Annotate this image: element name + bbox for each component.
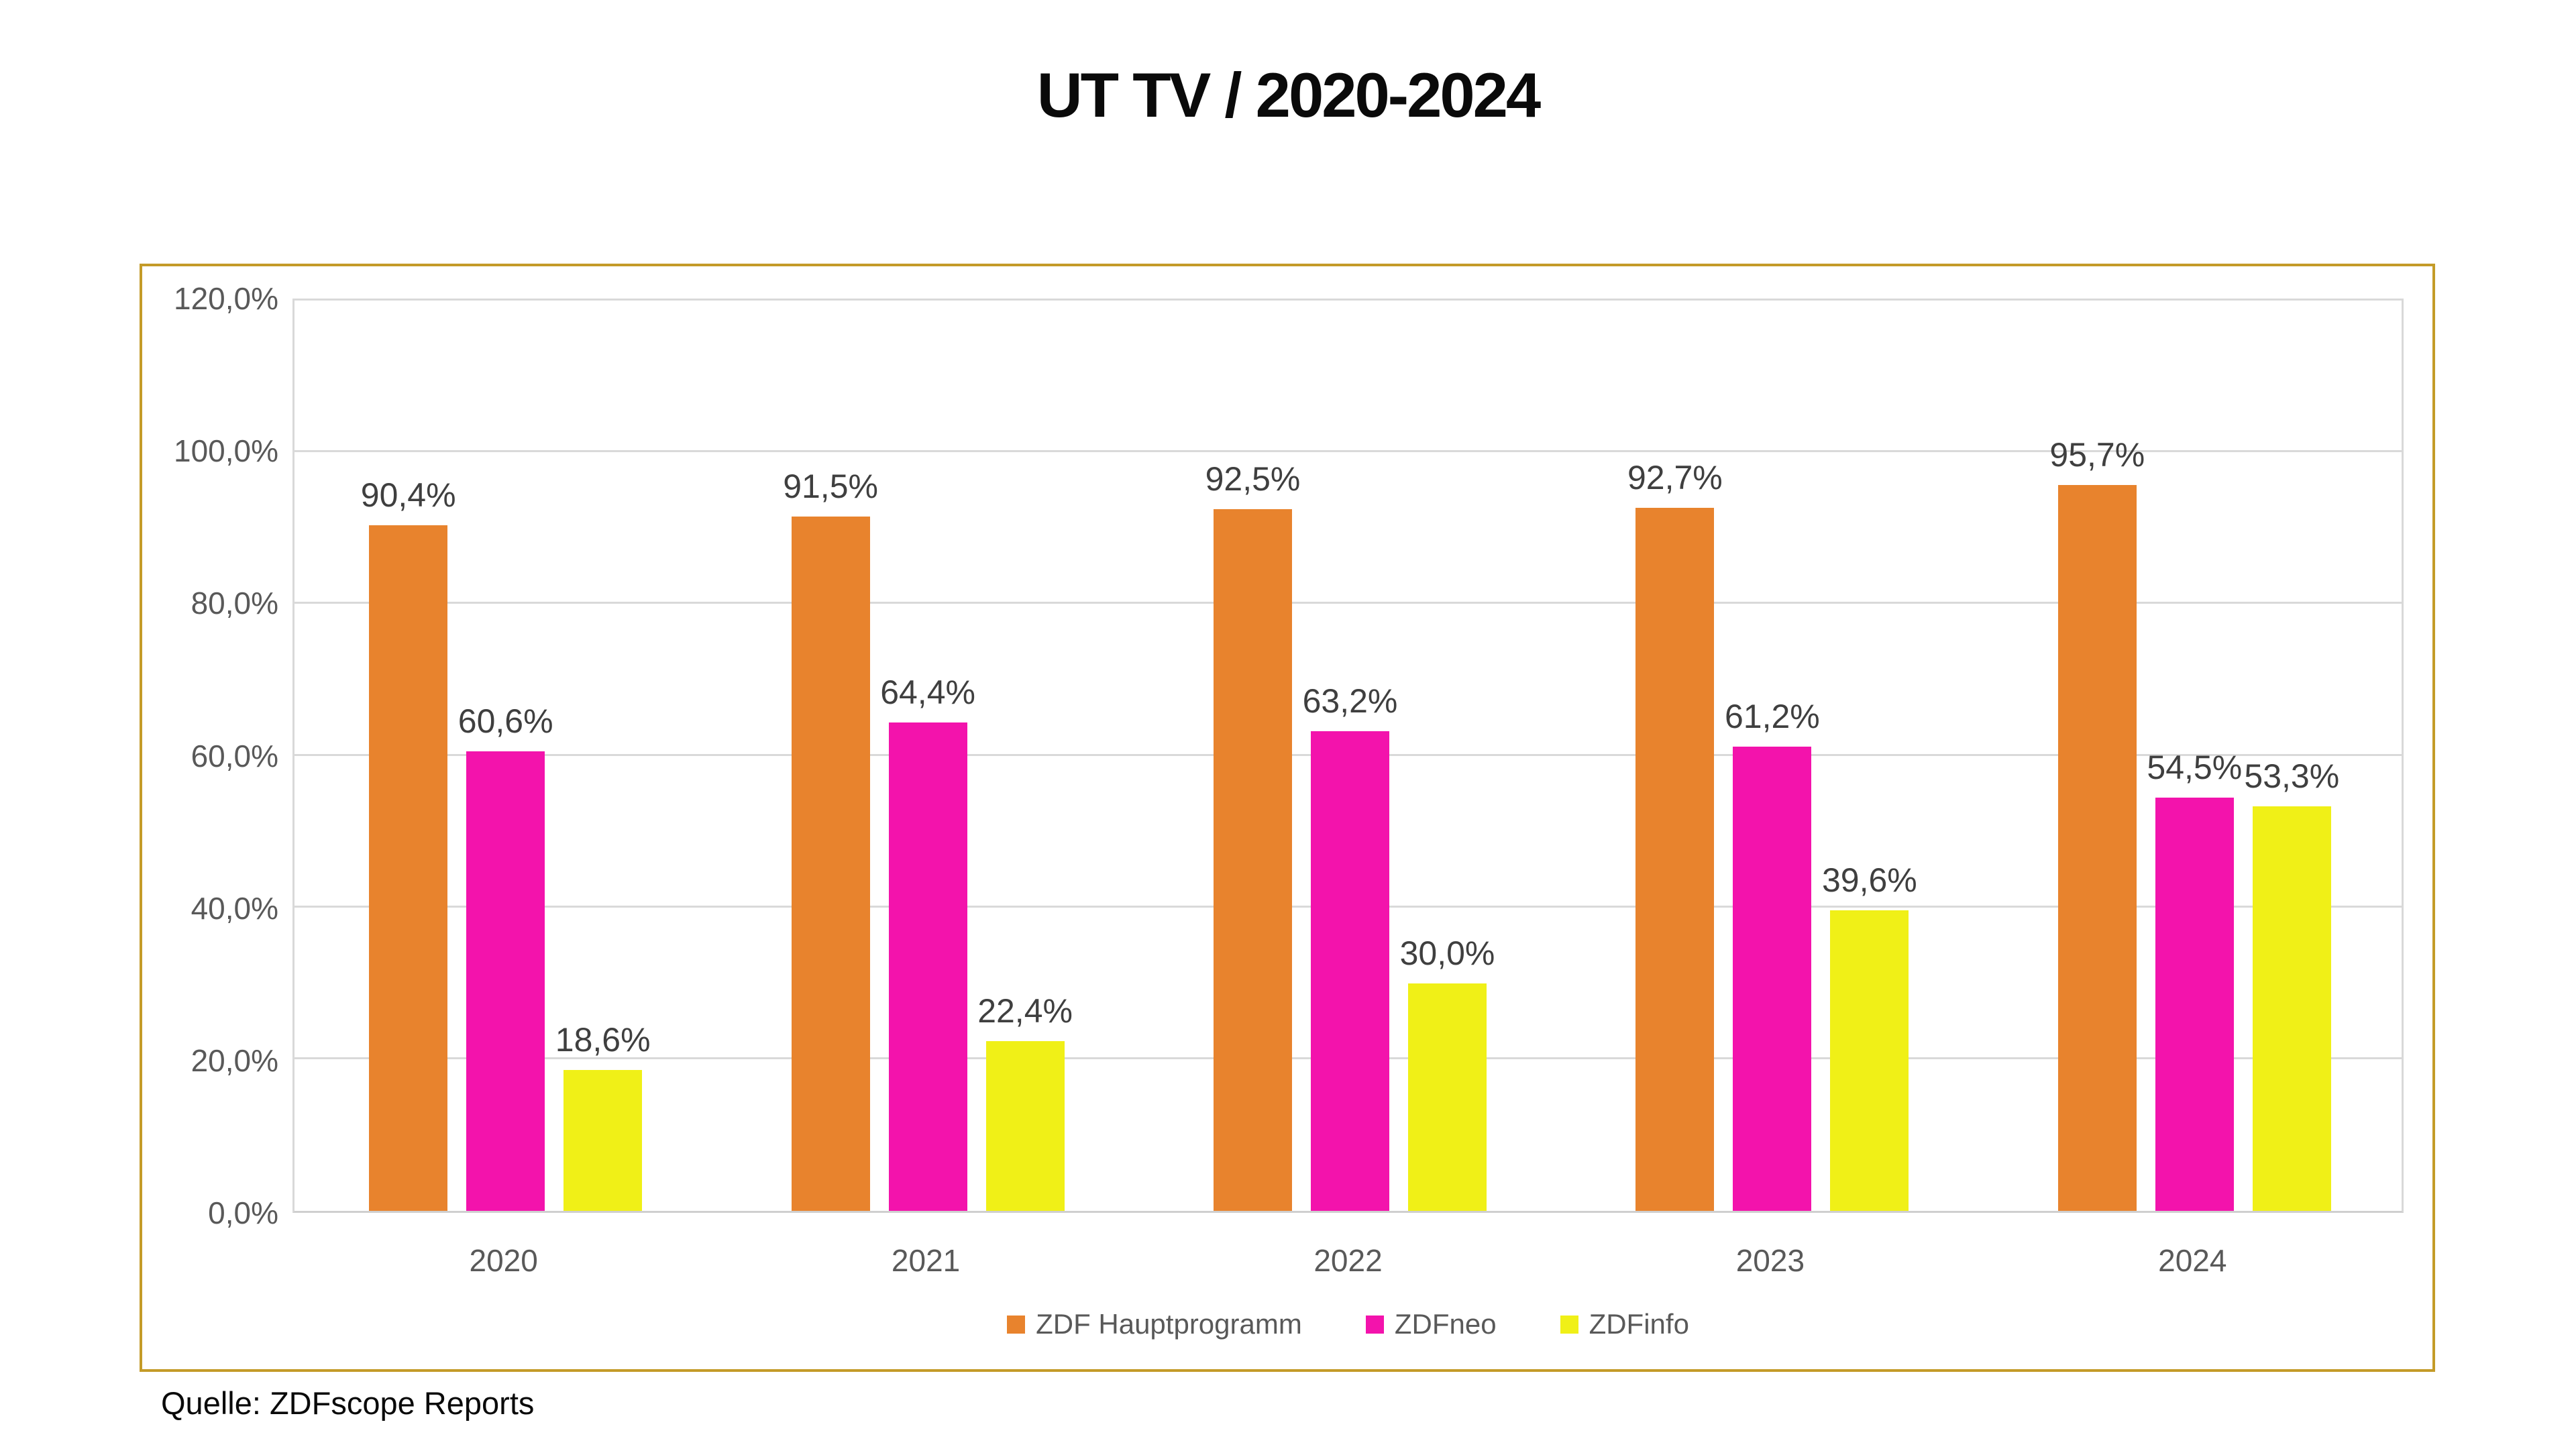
bar-zdfinfo-2023: 39,6% xyxy=(1822,861,1917,1211)
bar-group-2024: 95,7% 54,5% 53,3% xyxy=(1984,301,2406,1211)
legend-item-zdfneo: ZDFneo xyxy=(1365,1308,1497,1340)
gridline xyxy=(294,602,2402,604)
bar-zdfinfo-2024: 53,3% xyxy=(2244,757,2339,1211)
bar-label: 60,6% xyxy=(458,702,553,740)
bar-label: 61,2% xyxy=(1724,697,1820,735)
plot-area: 90,4% 60,6% 18,6% 91,5% 64,4% 22,4% 92,5% 63,2%… xyxy=(292,299,2404,1213)
bar-zdfneo-2023: 61,2% xyxy=(1725,698,1820,1211)
legend-swatch-icon xyxy=(1007,1315,1026,1334)
legend-label: ZDFinfo xyxy=(1589,1308,1689,1340)
bar-label: 64,4% xyxy=(880,673,975,711)
bar-label: 54,5% xyxy=(2147,748,2243,786)
legend-swatch-icon xyxy=(1560,1315,1578,1334)
legend-item-zdf-hauptprogramm: ZDF Hauptprogramm xyxy=(1007,1308,1302,1340)
bar-group-2021: 91,5% 64,4% 22,4% xyxy=(716,301,1138,1211)
y-tick-label: 60,0% xyxy=(191,738,278,773)
x-tick-label-2023: 2023 xyxy=(1735,1243,1805,1278)
y-tick-label: 120,0% xyxy=(173,281,278,316)
bar-label: 18,6% xyxy=(555,1020,651,1059)
bar-zdfneo-2021: 64,4% xyxy=(880,674,975,1211)
x-tick-label-2020: 2020 xyxy=(469,1243,538,1278)
y-tick-label: 100,0% xyxy=(173,433,278,469)
x-tick-label-2024: 2024 xyxy=(2158,1243,2227,1278)
legend-label: ZDF Hauptprogramm xyxy=(1036,1308,1302,1340)
bar-group-2023: 92,7% 61,2% 39,6% xyxy=(1561,301,1983,1211)
y-tick-label: 20,0% xyxy=(191,1042,278,1078)
y-tick-label: 0,0% xyxy=(208,1195,278,1230)
legend-label: ZDFneo xyxy=(1394,1308,1497,1340)
legend-item-zdfinfo: ZDFinfo xyxy=(1560,1308,1689,1340)
bar-zdf-hauptprogramm-2024: 95,7% xyxy=(2049,436,2145,1211)
chart-title: UT TV / 2020-2024 xyxy=(1036,60,1541,130)
bar-zdf-hauptprogramm-2022: 92,5% xyxy=(1205,460,1300,1211)
bar-zdf-hauptprogramm-2021: 91,5% xyxy=(783,468,878,1211)
legend: ZDF Hauptprogramm ZDFneo ZDFinfo xyxy=(292,1308,2404,1340)
y-tick-label: 80,0% xyxy=(191,586,278,621)
bar-label: 53,3% xyxy=(2244,757,2340,796)
bar-group-2020: 90,4% 60,6% 18,6% xyxy=(294,301,716,1211)
x-tick-label-2022: 2022 xyxy=(1313,1243,1383,1278)
bar-zdf-hauptprogramm-2020: 90,4% xyxy=(361,476,456,1211)
x-tick-label-2021: 2021 xyxy=(891,1243,961,1278)
bar-zdfneo-2022: 63,2% xyxy=(1303,682,1397,1211)
bar-label: 92,5% xyxy=(1205,460,1301,498)
bar-zdf-hauptprogramm-2023: 92,7% xyxy=(1627,459,1723,1211)
bar-group-2022: 92,5% 63,2% 30,0% xyxy=(1139,301,1561,1211)
bar-label: 90,4% xyxy=(360,476,456,514)
bar-label: 92,7% xyxy=(1627,458,1723,496)
bar-zdfinfo-2021: 22,4% xyxy=(977,992,1073,1211)
bar-label: 22,4% xyxy=(977,991,1073,1030)
bar-label: 39,6% xyxy=(1821,861,1917,900)
bar-zdfinfo-2020: 18,6% xyxy=(555,1021,651,1211)
bar-label: 91,5% xyxy=(783,468,878,506)
legend-swatch-icon xyxy=(1365,1315,1384,1334)
y-tick-label: 40,0% xyxy=(191,890,278,926)
gridline xyxy=(294,450,2402,453)
bar-zdfneo-2020: 60,6% xyxy=(458,702,553,1211)
bar-label: 95,7% xyxy=(2049,435,2145,474)
bar-zdfinfo-2022: 30,0% xyxy=(1400,934,1495,1211)
bar-zdfneo-2024: 54,5% xyxy=(2147,749,2242,1211)
bar-label: 30,0% xyxy=(1399,934,1495,972)
bar-label: 63,2% xyxy=(1302,682,1398,720)
source-note: Quelle: ZDFscope Reports xyxy=(161,1385,535,1421)
